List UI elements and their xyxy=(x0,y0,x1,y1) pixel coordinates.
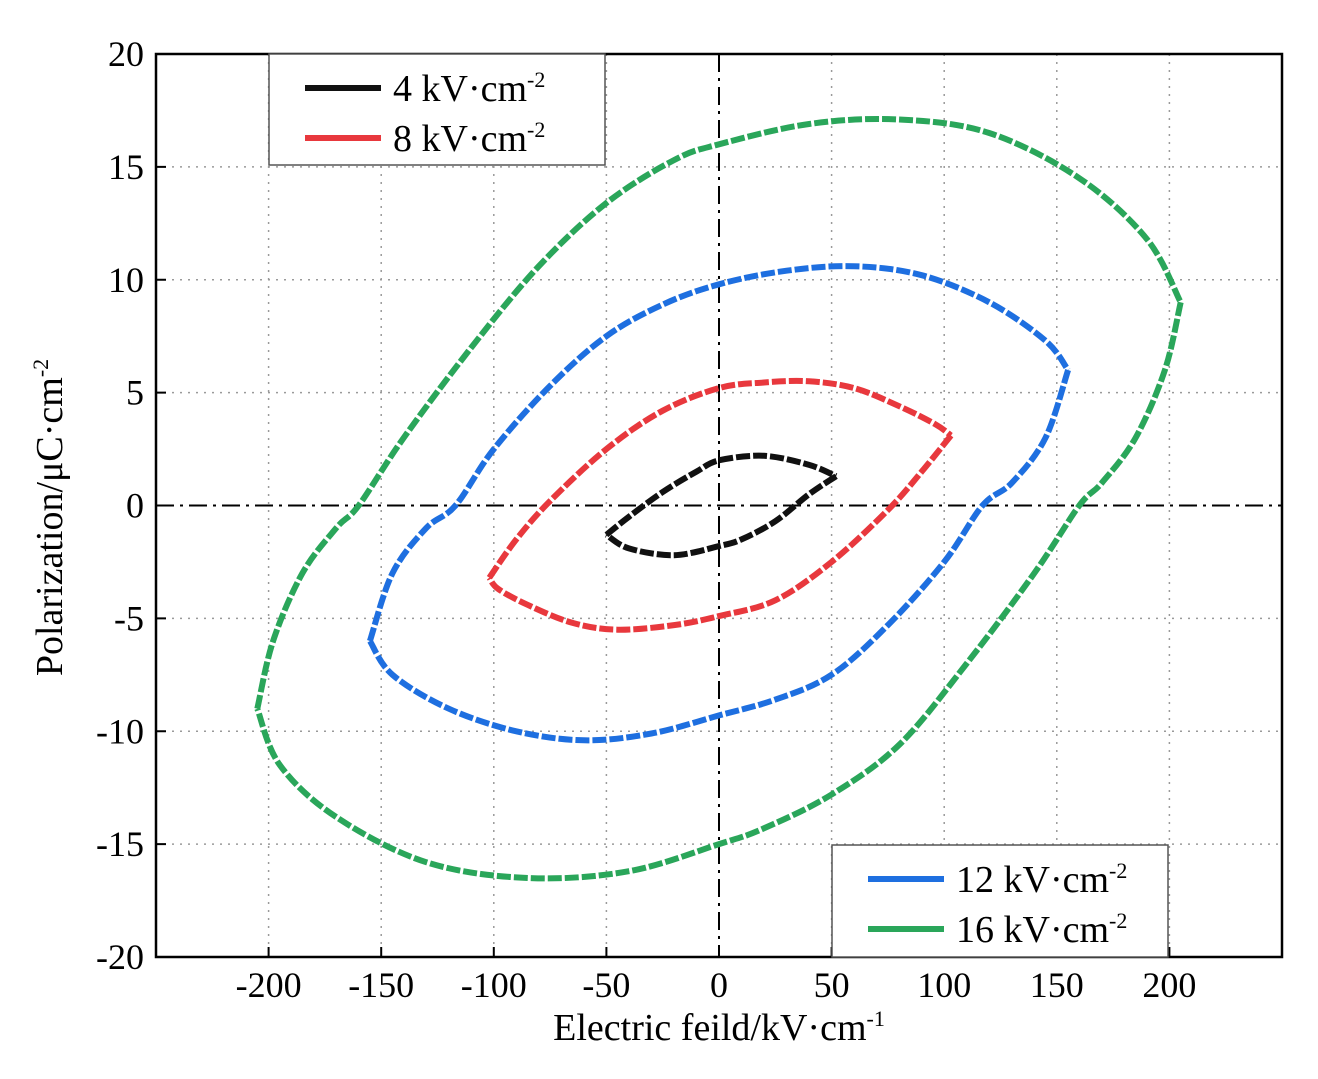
x-tick-label: -150 xyxy=(348,965,414,1005)
series-upper-branch xyxy=(254,115,1184,710)
zero-axes xyxy=(156,54,1282,957)
y-tick-label: -20 xyxy=(96,937,144,977)
x-tick-label: 150 xyxy=(1030,965,1084,1005)
x-tick-label: 200 xyxy=(1142,965,1196,1005)
series-lower-branch xyxy=(486,433,954,633)
series-loop-0 xyxy=(604,452,838,559)
y-tick-label: -15 xyxy=(96,824,144,864)
series-lower-branch xyxy=(604,473,838,559)
legend-bottom-right: 12 kV·cm-2 16 kV·cm-2 xyxy=(831,844,1169,958)
legend-label-4kv: 4 kV·cm-2 xyxy=(393,67,545,110)
series-loop-2 xyxy=(367,263,1071,744)
series-lower-branch xyxy=(367,369,1071,744)
axis-ticks: -200 -150 -100 -50 0 50 100 150 200-20-15-10-505… xyxy=(96,34,1196,1005)
legend-label-8kv: 8 kV·cm-2 xyxy=(393,117,545,160)
x-tick-label: -50 xyxy=(582,965,630,1005)
x-axis-title: Electric feild/kV·cm-1 xyxy=(553,1006,885,1049)
grid-lines xyxy=(156,54,1282,957)
series-upper-branch xyxy=(604,452,838,538)
y-axis-title: Polarization/μC·cm-2 xyxy=(28,359,71,676)
legend-label-16kv: 16 kV·cm-2 xyxy=(956,908,1127,951)
x-tick-label: 50 xyxy=(814,965,850,1005)
y-tick-label: -10 xyxy=(96,711,144,751)
y-tick-label: 15 xyxy=(108,147,144,187)
x-tick-label: 100 xyxy=(917,965,971,1005)
y-tick-label: -5 xyxy=(114,598,144,638)
series-loop-3 xyxy=(254,115,1184,882)
legend-top-left: 4 kV·cm-2 8 kV·cm-2 xyxy=(268,53,606,166)
y-tick-label: 5 xyxy=(126,373,144,413)
series-upper-branch xyxy=(367,263,1071,642)
y-tick-label: 10 xyxy=(108,260,144,300)
x-tick-label: 0 xyxy=(710,965,728,1005)
x-tick-label: -100 xyxy=(461,965,527,1005)
x-tick-label: -200 xyxy=(236,965,302,1005)
y-tick-label: 20 xyxy=(108,34,144,74)
legend-bottom-box xyxy=(831,844,1169,958)
legend-label-12kv: 12 kV·cm-2 xyxy=(956,858,1127,901)
series-loop-1 xyxy=(486,377,954,633)
series-loops xyxy=(254,115,1184,882)
series-lower-branch xyxy=(254,301,1184,882)
y-tick-label: 0 xyxy=(126,486,144,526)
series-upper-branch xyxy=(486,377,953,580)
legend-top-box xyxy=(268,53,606,166)
